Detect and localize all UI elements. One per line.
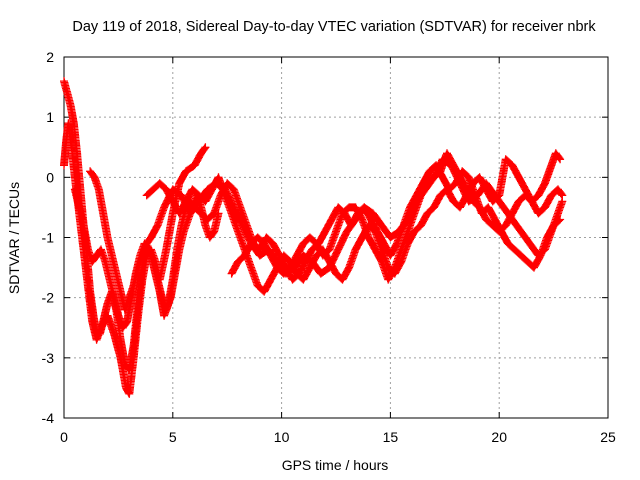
y-tick-label: -4: [42, 410, 55, 426]
x-tick-labels: 0 5 10 15 20 25: [60, 429, 616, 445]
y-tick-label: 2: [46, 49, 54, 65]
series-track-6: [227, 149, 567, 284]
series-track-4: [70, 185, 223, 332]
y-axis-label: SDTVAR / TECUs: [6, 182, 22, 294]
x-tick-label: 0: [60, 429, 68, 445]
y-tick-label: -3: [42, 350, 55, 366]
x-tick-label: 5: [169, 429, 177, 445]
x-tick-label: 15: [383, 429, 399, 445]
x-tick-label: 25: [600, 429, 616, 445]
series-track-5: [142, 149, 565, 296]
data-marks: [60, 77, 567, 398]
chart-title: Day 119 of 2018, Sidereal Day-to-day VTE…: [72, 19, 596, 35]
y-tick-label: 0: [46, 169, 54, 185]
x-tick-label: 20: [491, 429, 507, 445]
y-tick-label: -2: [42, 290, 55, 306]
y-tick-label: 1: [46, 109, 54, 125]
y-tick-labels: 2 1 0 -1 -2 -3 -4: [42, 49, 55, 426]
x-tick-label: 10: [274, 429, 290, 445]
plus-marker-trace: [227, 149, 567, 284]
plus-marker-trace: [70, 185, 223, 332]
y-tick-label: -1: [42, 230, 55, 246]
axis-ticks: [63, 56, 609, 419]
plus-marker-trace: [142, 149, 565, 296]
x-axis-label: GPS time / hours: [282, 457, 389, 473]
